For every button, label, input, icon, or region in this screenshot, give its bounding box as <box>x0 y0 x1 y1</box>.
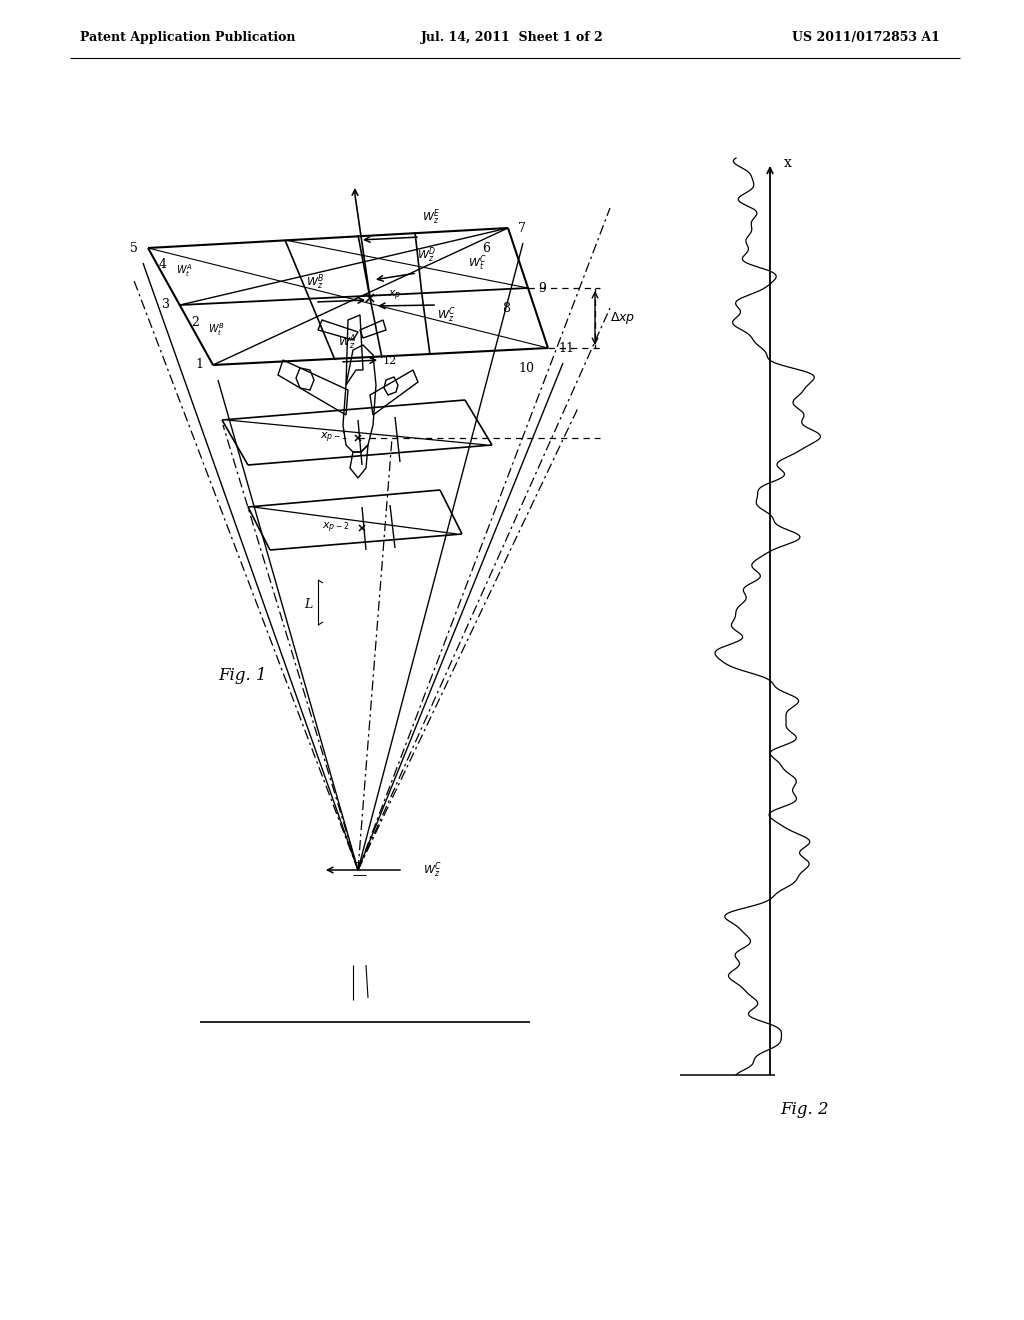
Text: 12: 12 <box>383 356 397 366</box>
Text: 10: 10 <box>518 362 534 375</box>
Text: 11: 11 <box>558 342 574 355</box>
Text: US 2011/0172853 A1: US 2011/0172853 A1 <box>793 32 940 45</box>
Text: 6: 6 <box>482 242 490 255</box>
Text: $W_t^B$: $W_t^B$ <box>208 322 224 338</box>
Text: $W_z^D$: $W_z^D$ <box>418 246 436 265</box>
Text: $W_t^A$: $W_t^A$ <box>176 263 193 280</box>
Text: Patent Application Publication: Patent Application Publication <box>80 32 296 45</box>
Text: $W_z^A$: $W_z^A$ <box>338 333 356 352</box>
Text: $x_{p-1}$: $x_{p-1}$ <box>321 430 348 445</box>
Text: 2: 2 <box>191 315 199 329</box>
Text: 4: 4 <box>159 259 167 272</box>
Text: 7: 7 <box>518 222 526 235</box>
Text: Fig. 1: Fig. 1 <box>218 667 266 684</box>
Text: $\Delta xp$: $\Delta xp$ <box>610 310 635 326</box>
Text: $x_p$: $x_p$ <box>388 289 401 304</box>
Text: 3: 3 <box>162 298 170 312</box>
Text: $W_z^C$: $W_z^C$ <box>423 861 442 880</box>
Text: Jul. 14, 2011  Sheet 1 of 2: Jul. 14, 2011 Sheet 1 of 2 <box>421 32 603 45</box>
Text: 8: 8 <box>502 301 510 314</box>
Text: 5: 5 <box>130 242 138 255</box>
Text: $x_{p-2}$: $x_{p-2}$ <box>323 521 350 535</box>
Text: $W_z^B$: $W_z^B$ <box>306 272 325 292</box>
Text: $W_z^E$: $W_z^E$ <box>422 207 440 227</box>
Text: $W_t^C$: $W_t^C$ <box>468 253 487 273</box>
Text: x: x <box>784 156 792 170</box>
Text: Fig. 2: Fig. 2 <box>780 1101 828 1118</box>
Text: 9: 9 <box>538 281 546 294</box>
Text: 1: 1 <box>195 359 203 371</box>
Text: $W_z^C$: $W_z^C$ <box>437 305 457 325</box>
Text: L: L <box>304 598 312 611</box>
